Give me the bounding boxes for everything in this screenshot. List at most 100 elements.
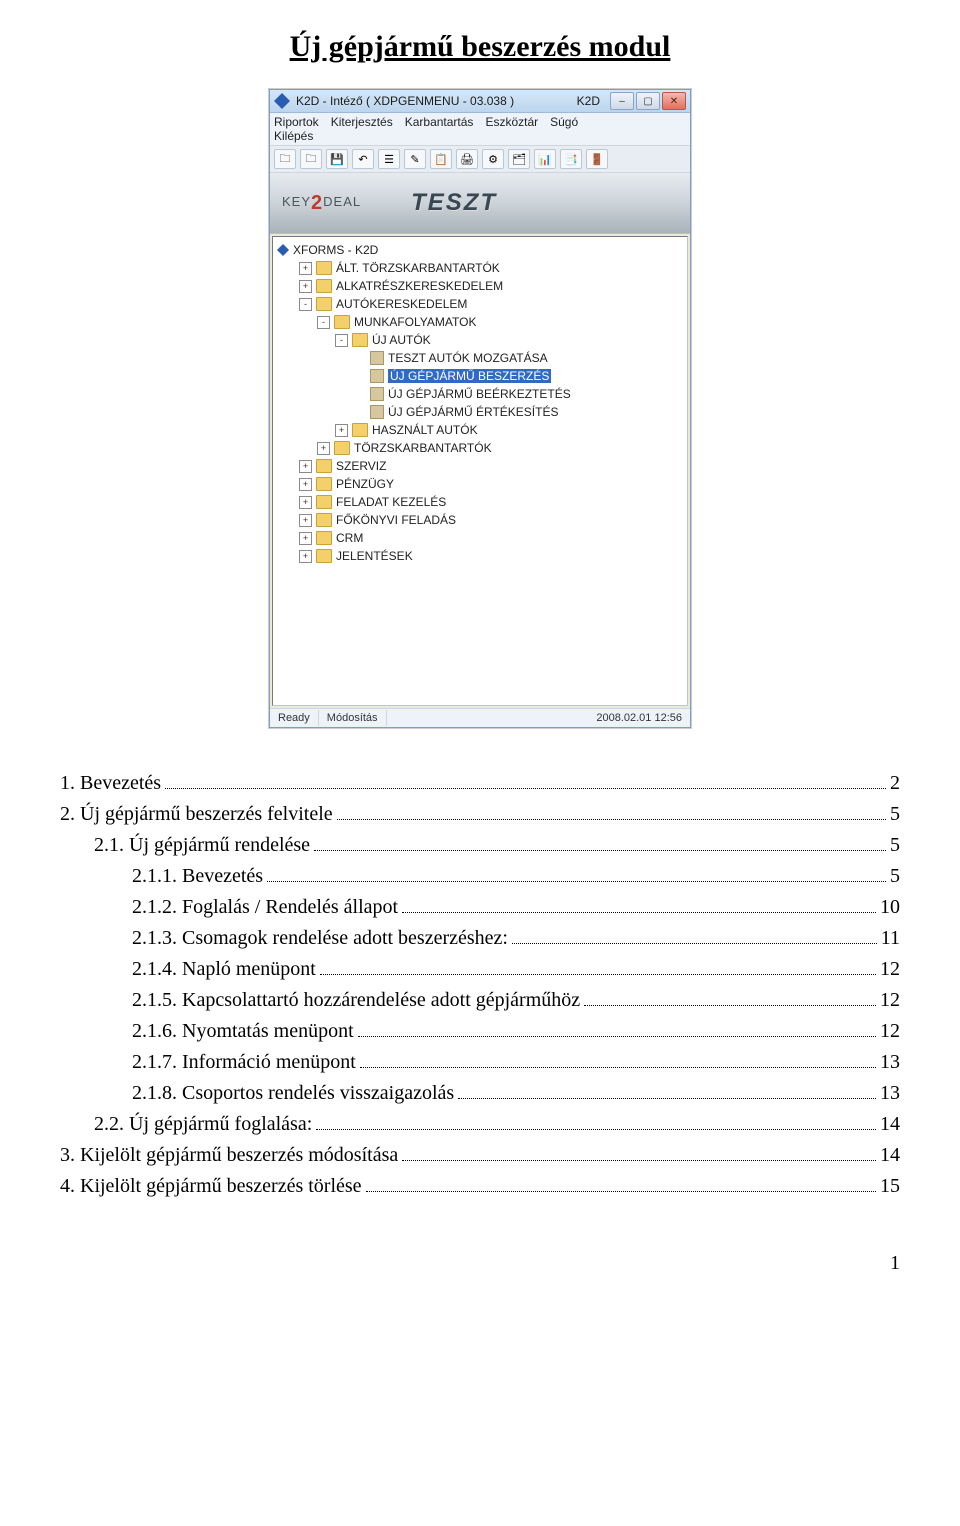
toc-label: 2.1.7. Információ menüpont — [132, 1047, 356, 1078]
toolbar-button[interactable]: ☰ — [378, 149, 400, 169]
toc-dots — [584, 987, 876, 1006]
tree-item[interactable]: -AUTÓKERESKEDELEM — [275, 295, 685, 313]
toc-page: 5 — [890, 830, 900, 861]
menu-item[interactable]: Eszköztár — [485, 115, 538, 129]
expand-icon[interactable]: + — [299, 514, 312, 527]
status-mode: Módosítás — [319, 710, 387, 726]
tree-item[interactable]: +TÖRZSKARBANTARTÓK — [275, 439, 685, 457]
expand-icon[interactable]: + — [299, 496, 312, 509]
toc-page: 13 — [880, 1047, 900, 1078]
toolbar-button[interactable]: 📋 — [430, 149, 452, 169]
tree-item[interactable]: +HASZNÁLT AUTÓK — [275, 421, 685, 439]
tree-item[interactable]: +SZERVIZ — [275, 457, 685, 475]
toc-label: 2.1.2. Foglalás / Rendelés állapot — [132, 892, 398, 923]
tree-item-label: ALKATRÉSZKERESKEDELEM — [336, 279, 503, 293]
toolbar-button[interactable]: 📊 — [534, 149, 556, 169]
minimize-button[interactable]: – — [610, 92, 634, 110]
document-title: Új gépjármű beszerzés modul — [60, 30, 900, 64]
expand-icon[interactable]: + — [299, 550, 312, 563]
tree-item[interactable]: -MUNKAFOLYAMATOK — [275, 313, 685, 331]
tree-item[interactable]: +JELENTÉSEK — [275, 547, 685, 565]
menu-item[interactable]: Súgó — [550, 115, 578, 129]
toolbar-button[interactable]: 🚪 — [586, 149, 608, 169]
expand-icon[interactable]: + — [299, 262, 312, 275]
toc-dots — [320, 956, 876, 975]
menu-item[interactable]: Kilépés — [274, 129, 313, 143]
tree-item[interactable]: +PÉNZÜGY — [275, 475, 685, 493]
expand-icon[interactable]: + — [299, 532, 312, 545]
menu-item[interactable]: Karbantartás — [405, 115, 474, 129]
toc-dots — [337, 801, 886, 820]
tree-view[interactable]: XFORMS - K2D+ÁLT. TÖRZSKARBANTARTÓK+ALKA… — [272, 236, 688, 706]
toolbar-button[interactable]: ✎ — [404, 149, 426, 169]
toc-entry[interactable]: 2.1. Új gépjármű rendelése 5 — [60, 830, 900, 861]
toc-label: 2. Új gépjármű beszerzés felvitele — [60, 799, 333, 830]
toc-page: 12 — [880, 1016, 900, 1047]
tree-item-label: FŐKÖNYVI FELADÁS — [336, 513, 456, 527]
maximize-button[interactable]: ▢ — [636, 92, 660, 110]
toc-entry[interactable]: 3. Kijelölt gépjármű beszerzés módosítás… — [60, 1140, 900, 1171]
toc-page: 12 — [880, 954, 900, 985]
expand-icon[interactable]: - — [299, 298, 312, 311]
toc-label: 1. Bevezetés — [60, 768, 161, 799]
toolbar-button[interactable]: 📑 — [560, 149, 582, 169]
tree-item[interactable]: + FŐKÖNYVI FELADÁS — [275, 511, 685, 529]
menu-item[interactable]: Riportok — [274, 115, 319, 129]
menu-item[interactable]: Kiterjesztés — [331, 115, 393, 129]
toc-entry[interactable]: 2.1.8. Csoportos rendelés visszaigazolás… — [60, 1078, 900, 1109]
expand-icon[interactable]: - — [335, 334, 348, 347]
folder-icon — [334, 441, 350, 455]
toc-page: 14 — [880, 1109, 900, 1140]
expand-icon[interactable]: + — [299, 280, 312, 293]
toc-entry[interactable]: 2.1.1. Bevezetés 5 — [60, 861, 900, 892]
tree-root[interactable]: XFORMS - K2D — [275, 241, 685, 259]
tree-item-label: ÚJ GÉPJÁRMŰ BESZERZÉS — [388, 369, 551, 383]
toc-entry[interactable]: 2.1.2. Foglalás / Rendelés állapot 10 — [60, 892, 900, 923]
expand-icon[interactable]: + — [335, 424, 348, 437]
toc-entry[interactable]: 2. Új gépjármű beszerzés felvitele 5 — [60, 799, 900, 830]
toolbar-button[interactable]: 🖨 — [456, 149, 478, 169]
toc-entry[interactable]: 2.1.3. Csomagok rendelése adott beszerzé… — [60, 923, 900, 954]
tree-item[interactable]: +CRM — [275, 529, 685, 547]
tree-item[interactable]: +ÁLT. TÖRZSKARBANTARTÓK — [275, 259, 685, 277]
expand-icon[interactable]: + — [299, 460, 312, 473]
folder-icon — [316, 459, 332, 473]
toc-entry[interactable]: 4. Kijelölt gépjármű beszerzés törlése 1… — [60, 1171, 900, 1202]
toolbar-button[interactable]: ⚙ — [482, 149, 504, 169]
tree-item[interactable]: ÚJ GÉPJÁRMŰ ÉRTÉKESÍTÉS — [275, 403, 685, 421]
folder-icon — [316, 549, 332, 563]
toc-page: 11 — [881, 923, 900, 954]
tree-item[interactable]: ÚJ GÉPJÁRMŰ BEÉRKEZTETÉS — [275, 385, 685, 403]
screenshot-container: K2D - Intéző ( XDPGENMENU - 03.038 ) K2D… — [60, 89, 900, 728]
toolbar-button[interactable]: 💾 — [326, 149, 348, 169]
toc-entry[interactable]: 2.2. Új gépjármű foglalása: 14 — [60, 1109, 900, 1140]
toc-label: 2.1.5. Kapcsolattartó hozzárendelése ado… — [132, 985, 580, 1016]
toc-entry[interactable]: 2.1.4. Napló menüpont 12 — [60, 954, 900, 985]
toc-entry[interactable]: 2.1.7. Információ menüpont 13 — [60, 1047, 900, 1078]
toc-entry[interactable]: 2.1.6. Nyomtatás menüpont 12 — [60, 1016, 900, 1047]
expand-icon[interactable]: - — [317, 316, 330, 329]
close-button[interactable]: ✕ — [662, 92, 686, 110]
tree-item[interactable]: +FELADAT KEZELÉS — [275, 493, 685, 511]
expand-icon[interactable]: + — [317, 442, 330, 455]
toc-label: 2.1.4. Napló menüpont — [132, 954, 316, 985]
toc-entry[interactable]: 2.1.5. Kapcsolattartó hozzárendelése ado… — [60, 985, 900, 1016]
toolbar-button[interactable]: 🗂 — [508, 149, 530, 169]
toolbar-button[interactable]: 🗀 — [300, 149, 322, 169]
toc-page: 5 — [890, 861, 900, 892]
status-datetime: 2008.02.01 12:56 — [387, 710, 690, 726]
tree-item[interactable]: + ALKATRÉSZKERESKEDELEM — [275, 277, 685, 295]
toc-entry[interactable]: 1. Bevezetés 2 — [60, 768, 900, 799]
folder-icon — [316, 279, 332, 293]
tree-item[interactable]: TESZT AUTÓK MOZGATÁSA — [275, 349, 685, 367]
leaf-icon — [370, 351, 384, 365]
tree-item[interactable]: ÚJ GÉPJÁRMŰ BESZERZÉS — [275, 367, 685, 385]
tree-item[interactable]: -ÚJ AUTÓK — [275, 331, 685, 349]
expand-icon[interactable]: + — [299, 478, 312, 491]
app-icon — [274, 93, 290, 109]
folder-icon — [316, 297, 332, 311]
folder-icon — [334, 315, 350, 329]
toolbar-button[interactable]: 🗀 — [274, 149, 296, 169]
toolbar-button[interactable]: ↶ — [352, 149, 374, 169]
toc-label: 2.1. Új gépjármű rendelése — [94, 830, 310, 861]
